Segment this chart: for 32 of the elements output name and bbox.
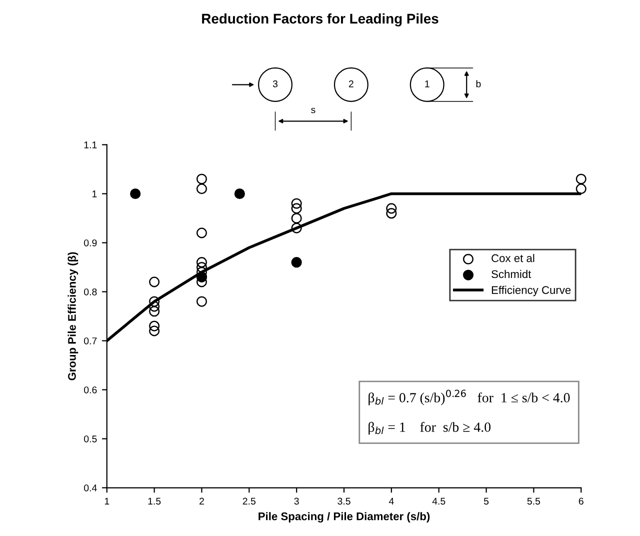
- y-tick-label: 1.1: [84, 142, 97, 148]
- y-tick-label: 0.7: [84, 337, 97, 344]
- text: s: [311, 108, 316, 114]
- y-tick-label: 0.4: [84, 484, 97, 492]
- y-tick-label: 0.6: [84, 386, 97, 394]
- x-tick-label: 2: [200, 498, 204, 505]
- y-tick-label: 0.9: [84, 239, 97, 246]
- y-tick-label: 0.5: [84, 435, 97, 442]
- x-tick-label: 3.5: [338, 498, 350, 505]
- text: β$_{bl}$ = 0.7 (s/b)$^{0.26}$ for 1 ≤ s/b < 4.0: [368, 390, 570, 406]
- x-axis-title: Pile Spacing / Pile Diameter (s/b): [258, 512, 430, 523]
- y-axis-title: Group Pile Efficiency (β): [68, 252, 78, 380]
- x-tick-label: 4.5: [432, 498, 446, 505]
- legend-label: Efficiency Curve: [492, 286, 571, 296]
- text: b: [476, 80, 481, 88]
- legend-label: Schmidt: [492, 270, 532, 278]
- x-tick-label: 3: [294, 498, 299, 505]
- x-tick-label: 2.5: [242, 498, 256, 505]
- chart-title: Reduction Factors for Leading Piles: [202, 13, 438, 26]
- x-tick-label: 6: [578, 498, 584, 505]
- text: 3: [272, 80, 278, 88]
- legend-label: Cox et al: [492, 254, 534, 262]
- annotation: β$_{bl}$ = 1 for s/b ≥ 4.0: [368, 422, 491, 435]
- x-tick-label: 5: [484, 498, 489, 505]
- text: 1: [425, 80, 430, 88]
- x-tick-label: 4: [388, 498, 394, 505]
- x-tick-label: 5.5: [527, 498, 540, 505]
- text: 2: [348, 80, 354, 88]
- y-tick-label: 1: [92, 190, 97, 198]
- y-tick-label: 0.8: [84, 288, 97, 296]
- x-tick-label: 1.5: [148, 498, 161, 505]
- x-tick-label: 1: [104, 498, 110, 505]
